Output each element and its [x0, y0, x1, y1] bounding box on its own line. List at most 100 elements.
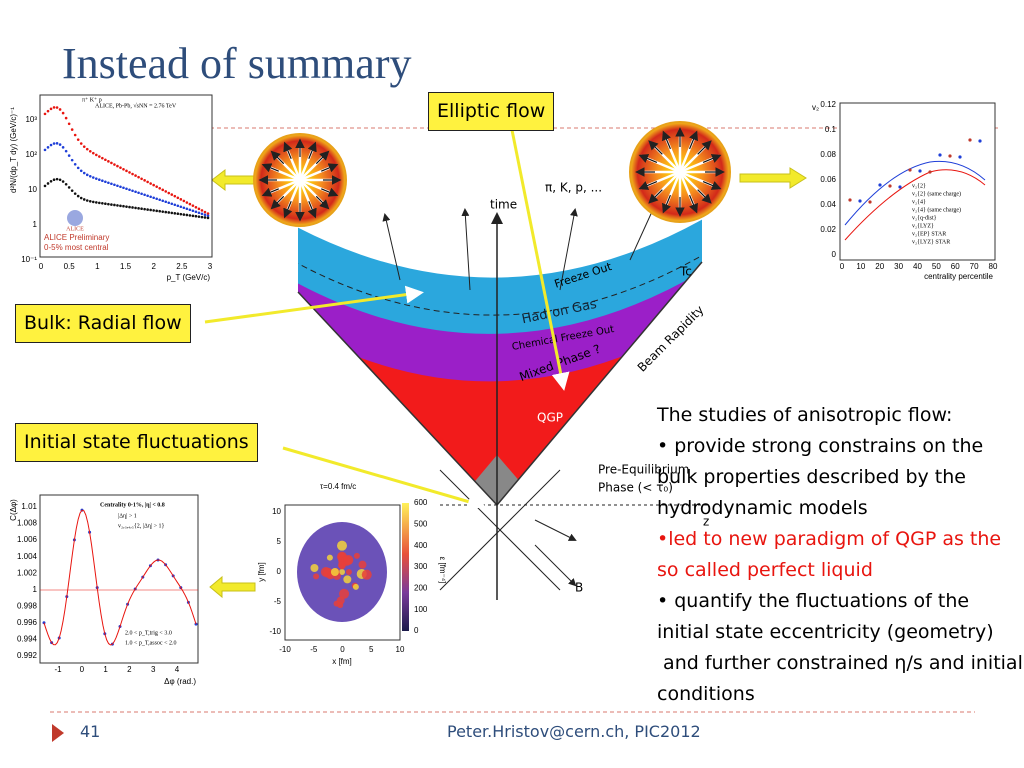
spectrum-dot — [203, 210, 207, 214]
spectrum-dot — [107, 181, 110, 185]
y-tick-label: 0.992 — [17, 651, 38, 660]
spectrum-dot — [122, 204, 125, 208]
spectrum-dot — [91, 176, 95, 179]
label-time: time — [490, 198, 517, 212]
spectrum-dot — [95, 177, 98, 180]
x-tick-label: -5 — [310, 645, 318, 654]
burst-arrow — [321, 187, 339, 197]
legend-entry: |Δη| > 1 — [118, 513, 137, 519]
x-tick-label: 0 — [340, 645, 345, 654]
map-hotspot — [337, 540, 347, 551]
burst-arrow — [270, 195, 285, 210]
y-tick-label: -5 — [274, 597, 282, 606]
x-axis-label: x [fm] — [332, 657, 352, 666]
spectrum-dot — [46, 182, 50, 185]
spectrum-dot — [173, 212, 177, 215]
spectrum-dot — [164, 190, 168, 193]
spectrum-dot — [125, 169, 128, 173]
slide-title: Instead of summary — [62, 39, 412, 88]
x-tick-label: 3 — [151, 665, 156, 674]
spectrum-dot — [140, 192, 143, 196]
z-tick-label: 200 — [414, 583, 428, 592]
x-tick-label: 2.5 — [176, 262, 188, 271]
z-tick-label: 500 — [414, 519, 428, 528]
spectrum-dot — [79, 169, 83, 173]
x-axis-label: Δφ (rad.) — [164, 677, 196, 686]
corr-curve — [43, 509, 197, 646]
x-tick-label: 0 — [840, 262, 845, 271]
callout-elliptic: Elliptic flow — [428, 92, 555, 131]
spectrum-dot — [119, 185, 122, 189]
spectrum-dot — [79, 196, 83, 200]
spectrum-dot — [82, 171, 86, 175]
spectrum-dot — [52, 106, 56, 109]
color-bar — [402, 503, 409, 631]
spectrum-dot — [170, 193, 174, 196]
spectrum-dot — [58, 108, 62, 111]
spectrum-dot — [155, 197, 158, 201]
burst-arrow — [648, 140, 663, 155]
y-tick-label: 10 — [28, 185, 37, 194]
spectrum-dot — [85, 173, 89, 177]
y-tick-label: 1.004 — [17, 552, 38, 561]
y-tick-label: 10³ — [25, 115, 37, 124]
x-tick-label: 0 — [39, 262, 44, 271]
x-axis-label: centrality percentile — [924, 272, 993, 281]
burst-arrow — [270, 150, 285, 165]
z-tick-label: 0 — [414, 626, 419, 635]
burst-arrow — [283, 141, 293, 159]
z-tick-label: 300 — [414, 562, 428, 571]
spectrum-dot — [70, 189, 74, 192]
spectrum-dot — [167, 191, 171, 195]
v2-point — [938, 153, 942, 157]
spectrum-dot — [146, 180, 149, 184]
spectrum-dot — [76, 166, 80, 170]
spectrum-dot — [197, 215, 201, 218]
spectrum-dot — [158, 186, 162, 190]
spectrum-dot — [61, 111, 65, 115]
map-hotspot — [313, 573, 320, 580]
spectrum-dot — [88, 174, 92, 178]
spectrum-dot — [194, 214, 198, 218]
map-hotspot — [338, 561, 346, 570]
y-tick-label: 0 — [832, 250, 837, 259]
spectrum-dot — [167, 211, 171, 214]
y-tick-label: 1 — [33, 585, 38, 594]
z-tick-label: 100 — [414, 605, 428, 614]
spectrum-dot — [155, 209, 158, 213]
flow-bursts — [253, 121, 731, 227]
y-tick-label: 0 — [277, 567, 282, 576]
spectrum-dot — [179, 212, 183, 216]
spectrum-dot — [61, 180, 65, 183]
spectrum-dot — [122, 186, 125, 190]
spectrum-dot — [134, 190, 137, 194]
spectrum-dot — [179, 205, 183, 209]
spectrum-dot — [206, 214, 210, 218]
summary-bullet: •led to new paradigm of QGP as the so ca… — [657, 528, 1008, 581]
spectrum-dot — [58, 143, 62, 146]
spectrum-dot — [170, 211, 174, 215]
note: 1.0 < p_T,assoc < 2.0 — [125, 640, 176, 646]
y-tick-label: 10 — [272, 507, 281, 516]
spectrum-dot — [49, 179, 53, 183]
spectrum-dot — [182, 206, 186, 210]
spectrum-dot — [197, 211, 201, 215]
v2-point — [898, 185, 902, 189]
legend-entry: v₂{4} (same charge) — [912, 206, 961, 213]
burst-arrow — [315, 195, 330, 210]
x-tick-label: 1 — [103, 665, 108, 674]
note: ALICE Preliminary — [44, 233, 109, 242]
burst-arrow — [315, 150, 330, 165]
spectrum-dot — [128, 171, 131, 174]
spectrum-dot — [185, 201, 189, 204]
burst-arrow — [283, 201, 293, 219]
spectrum-dot — [85, 147, 89, 151]
spectrum-dot — [149, 208, 152, 212]
burst-arrow — [261, 163, 279, 173]
spectrum-dot — [70, 128, 74, 131]
burst-arrow — [638, 154, 658, 163]
spectrum-dot — [76, 138, 80, 141]
y-tick-label: 1.01 — [21, 502, 37, 511]
y-tick-label: 1.008 — [17, 519, 38, 528]
